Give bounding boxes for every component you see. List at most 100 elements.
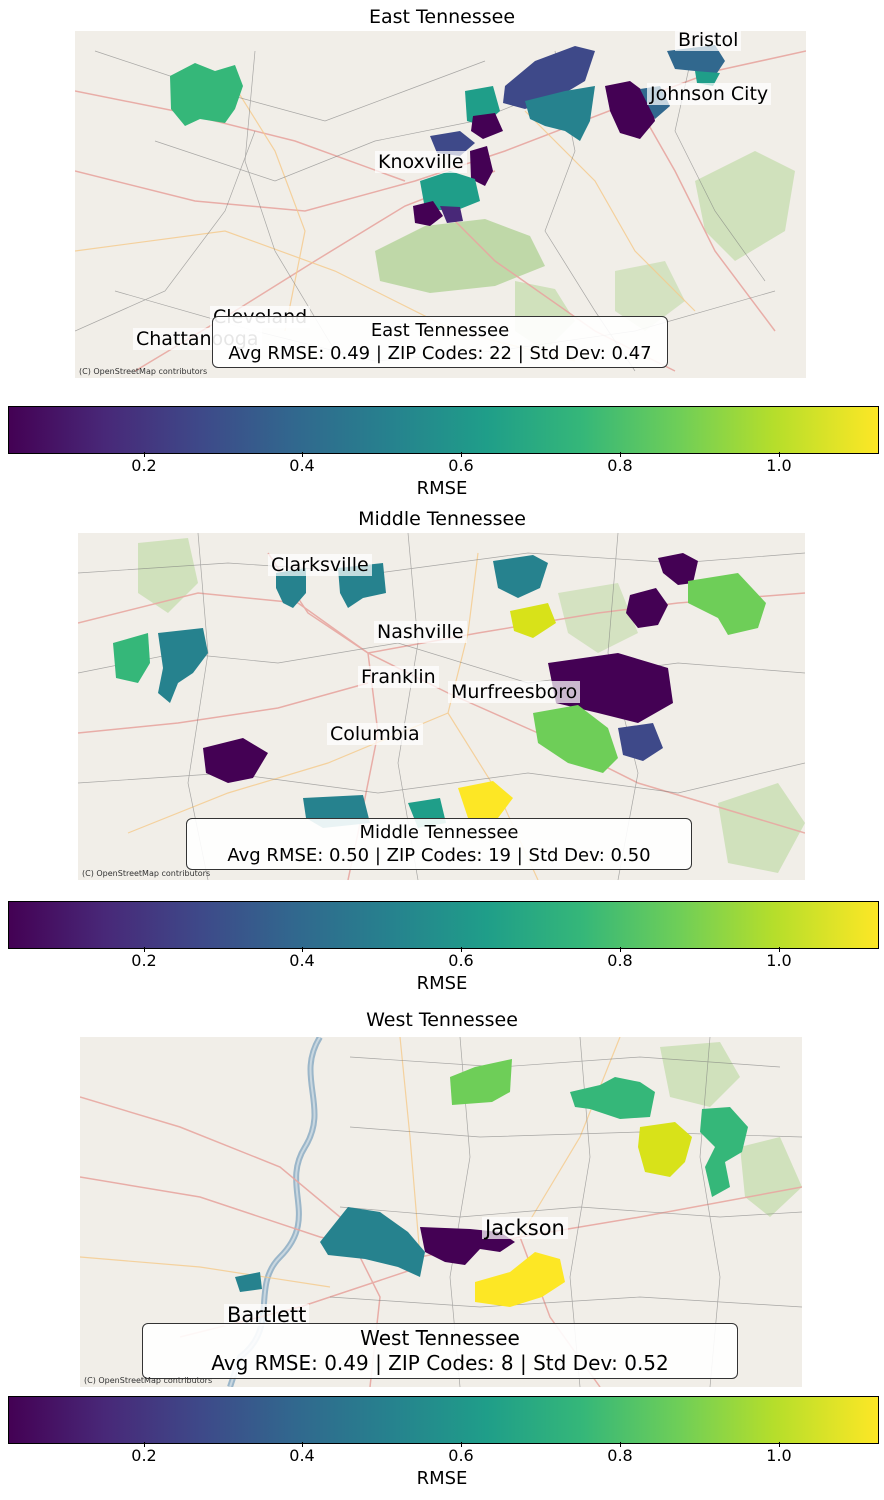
park-area	[138, 538, 198, 613]
city-label-nashville: Nashville	[374, 621, 467, 643]
map-credit: (C) OpenStreetMap contributors	[84, 1376, 213, 1385]
colorbar-tickmark	[302, 452, 303, 457]
colorbar-tick: 1.0	[766, 456, 792, 475]
zip-polygon	[700, 1107, 748, 1197]
zip-polygon	[450, 1059, 512, 1105]
zip-polygon	[510, 603, 556, 638]
colorbar-tickmark	[302, 947, 303, 952]
colorbar-tickmark	[461, 1442, 462, 1447]
zip-polygon	[605, 81, 655, 139]
east-panel: East Tennessee	[0, 0, 884, 500]
middle-info-name: Middle Tennessee	[359, 822, 519, 843]
west-info-name: West Tennessee	[360, 1326, 520, 1350]
park-area	[615, 261, 685, 331]
zip-polygon	[430, 131, 475, 156]
zip-polygon	[420, 171, 480, 211]
zip-polygon	[548, 653, 673, 723]
colorbar-tick: 0.2	[131, 1446, 157, 1465]
zip-polygon	[203, 738, 268, 783]
park-area	[718, 783, 805, 873]
city-label-jackson: Jackson	[482, 1217, 568, 1239]
park-area	[375, 219, 545, 293]
zip-polygon	[658, 553, 698, 585]
middle-map: Clarksville Nashville Franklin Murfreesb…	[78, 533, 805, 880]
colorbar-tickmark	[144, 452, 145, 457]
colorbar-tick: 0.8	[607, 456, 633, 475]
zip-polygon	[458, 781, 513, 818]
west-title: West Tennessee	[366, 1009, 518, 1031]
colorbar-tickmark	[620, 947, 621, 952]
zip-polygon	[440, 206, 463, 223]
zip-polygon	[667, 45, 725, 76]
colorbar-tickmark	[144, 947, 145, 952]
colorbar-tick: 0.6	[448, 456, 474, 475]
west-colorbar	[8, 1396, 879, 1444]
colorbar-tickmark	[620, 452, 621, 457]
zip-polygon	[688, 573, 766, 635]
colorbar-tickmark	[144, 1442, 145, 1447]
colorbar-label: RMSE	[416, 478, 468, 499]
colorbar-tickmark	[779, 947, 780, 952]
east-map: Bristol Johnson City Knoxville Cleveland…	[75, 31, 806, 378]
zip-polygon	[570, 1077, 655, 1119]
zip-polygon	[170, 63, 243, 126]
west-panel: West Tennessee	[0, 1003, 884, 1500]
zip-polygon	[638, 1122, 692, 1177]
zip-polygon	[470, 146, 493, 186]
zip-polygon	[503, 46, 595, 109]
city-label-columbia: Columbia	[327, 723, 423, 745]
west-info-box: West Tennessee Avg RMSE: 0.49 | ZIP Code…	[142, 1323, 738, 1379]
east-info-stats: Avg RMSE: 0.49 | ZIP Codes: 22 | Std Dev…	[228, 343, 652, 364]
colorbar-label: RMSE	[416, 973, 468, 994]
city-label-franklin: Franklin	[358, 666, 439, 688]
east-colorbar	[8, 406, 879, 454]
colorbar-tickmark	[461, 947, 462, 952]
colorbar-tick: 0.4	[289, 1446, 315, 1465]
colorbar-tickmark	[779, 452, 780, 457]
west-map: Jackson Bartlett West Tennessee Avg RMSE…	[80, 1037, 802, 1387]
colorbar-tick: 1.0	[766, 1446, 792, 1465]
zip-polygon	[158, 628, 208, 703]
zip-polygon	[618, 723, 663, 761]
map-credit: (C) OpenStreetMap contributors	[79, 367, 208, 376]
zip-polygon	[113, 633, 150, 683]
colorbar-tick: 0.2	[131, 951, 157, 970]
colorbar-tickmark	[620, 1442, 621, 1447]
colorbar-tick: 0.6	[448, 951, 474, 970]
city-label-bristol: Bristol	[675, 31, 742, 51]
city-label-johnson-city: Johnson City	[647, 83, 772, 105]
park-area	[695, 151, 795, 261]
zip-polygon	[493, 555, 548, 598]
zip-polygon	[235, 1272, 262, 1292]
zip-polygon	[471, 113, 503, 139]
middle-info-box: Middle Tennessee Avg RMSE: 0.50 | ZIP Co…	[186, 818, 692, 870]
colorbar-label: RMSE	[416, 1468, 468, 1489]
middle-title: Middle Tennessee	[358, 508, 526, 530]
west-info-stats: Avg RMSE: 0.49 | ZIP Codes: 8 | Std Dev:…	[211, 1351, 669, 1375]
map-credit: (C) OpenStreetMap contributors	[82, 869, 211, 878]
colorbar-tick: 0.6	[448, 1446, 474, 1465]
zip-polygon	[695, 71, 720, 86]
city-label-clarksville: Clarksville	[268, 554, 372, 576]
park-area	[660, 1042, 740, 1107]
east-info-name: East Tennessee	[370, 320, 510, 341]
east-info-box: East Tennessee Avg RMSE: 0.49 | ZIP Code…	[212, 316, 668, 368]
colorbar-tick: 0.8	[607, 951, 633, 970]
middle-colorbar	[8, 901, 879, 949]
park-area	[558, 583, 638, 653]
city-label-murfreesboro: Murfreesboro	[448, 681, 581, 703]
zip-polygon	[626, 588, 668, 628]
colorbar-tickmark	[461, 452, 462, 457]
zip-polygon	[276, 568, 306, 608]
zip-polygon	[413, 201, 443, 226]
colorbar-tick: 0.4	[289, 951, 315, 970]
colorbar-tick: 1.0	[766, 951, 792, 970]
zip-polygon	[533, 705, 618, 773]
colorbar-tick: 0.2	[131, 456, 157, 475]
city-label-bartlett: Bartlett	[224, 1304, 310, 1326]
zip-polygon	[475, 1252, 565, 1307]
park-area	[740, 1137, 802, 1217]
city-label-knoxville: Knoxville	[375, 151, 467, 173]
colorbar-tickmark	[302, 1442, 303, 1447]
east-title: East Tennessee	[368, 6, 516, 28]
